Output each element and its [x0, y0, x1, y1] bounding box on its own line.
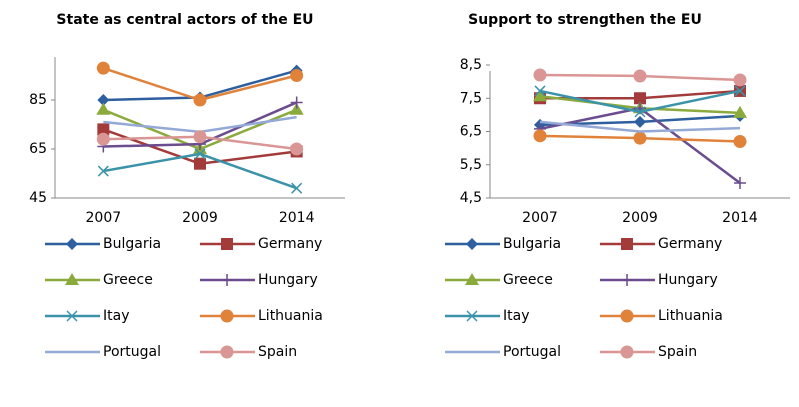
legend-label: Greece [503, 272, 553, 288]
marker [66, 238, 78, 250]
legend-label: Germany [258, 236, 322, 252]
marker [289, 102, 304, 115]
marker [65, 273, 79, 285]
marker [194, 148, 206, 160]
marker [621, 274, 633, 286]
marker [221, 274, 233, 286]
marker [96, 102, 111, 115]
y-tick-label: 4,5 [460, 190, 482, 206]
marker [534, 85, 546, 97]
legend-label: Spain [658, 344, 697, 360]
x-tick-label: 2007 [86, 210, 122, 226]
y-tick-label: 6,5 [460, 124, 482, 140]
marker [97, 165, 109, 177]
legend-label: Hungary [258, 272, 318, 288]
marker [220, 309, 234, 323]
marker [533, 68, 547, 82]
chart-title: State as central actors of the EU [56, 12, 313, 28]
marker [733, 134, 747, 148]
marker [620, 345, 634, 359]
marker [733, 105, 747, 118]
marker [466, 238, 478, 250]
marker [290, 142, 304, 156]
marker [194, 157, 206, 170]
marker [96, 61, 110, 75]
marker [533, 89, 547, 102]
marker [97, 94, 110, 106]
marker [193, 130, 207, 144]
y-tick-label: 65 [29, 141, 47, 157]
legend-label: Greece [103, 272, 153, 288]
marker [291, 182, 303, 194]
y-tick-label: 5,5 [460, 157, 482, 173]
marker [634, 115, 646, 128]
x-tick-label: 2007 [522, 210, 558, 226]
marker [734, 85, 746, 97]
y-tick-label: 8,5 [460, 57, 482, 73]
legend-label: Spain [258, 344, 297, 360]
marker [633, 69, 647, 83]
series-line [103, 115, 297, 134]
y-tick-label: 85 [29, 92, 47, 108]
legend-label: Portugal [103, 344, 161, 360]
marker [193, 93, 207, 107]
marker [290, 96, 303, 109]
marker [66, 310, 78, 322]
marker [533, 129, 547, 143]
series-line [539, 120, 741, 133]
legend-label: Itay [103, 308, 129, 324]
x-tick-label: 2014 [722, 210, 758, 226]
legend-label: Bulgaria [103, 236, 161, 252]
x-tick-label: 2009 [182, 210, 218, 226]
legend-label: Germany [658, 236, 722, 252]
legend-label: Itay [503, 308, 529, 324]
legend-label: Hungary [658, 272, 718, 288]
marker [734, 177, 746, 190]
marker [97, 123, 110, 136]
marker [220, 345, 234, 359]
y-tick-label: 7,5 [460, 90, 482, 106]
marker [634, 106, 646, 118]
marker [621, 238, 633, 250]
marker [96, 132, 110, 146]
marker [620, 309, 634, 323]
legend-label: Lithuania [258, 308, 323, 324]
marker [465, 273, 479, 285]
legend-label: Bulgaria [503, 236, 561, 252]
legend-label: Lithuania [658, 308, 723, 324]
marker [466, 310, 478, 322]
marker [221, 238, 233, 250]
x-tick-label: 2014 [279, 210, 315, 226]
marker [634, 92, 646, 105]
y-tick-label: 45 [29, 190, 47, 206]
marker [633, 131, 647, 145]
marker [290, 69, 304, 82]
marker [733, 73, 747, 87]
legend-label: Portugal [503, 344, 561, 360]
chart-title: Support to strengthen the EU [468, 12, 702, 28]
x-tick-label: 2009 [622, 210, 658, 226]
